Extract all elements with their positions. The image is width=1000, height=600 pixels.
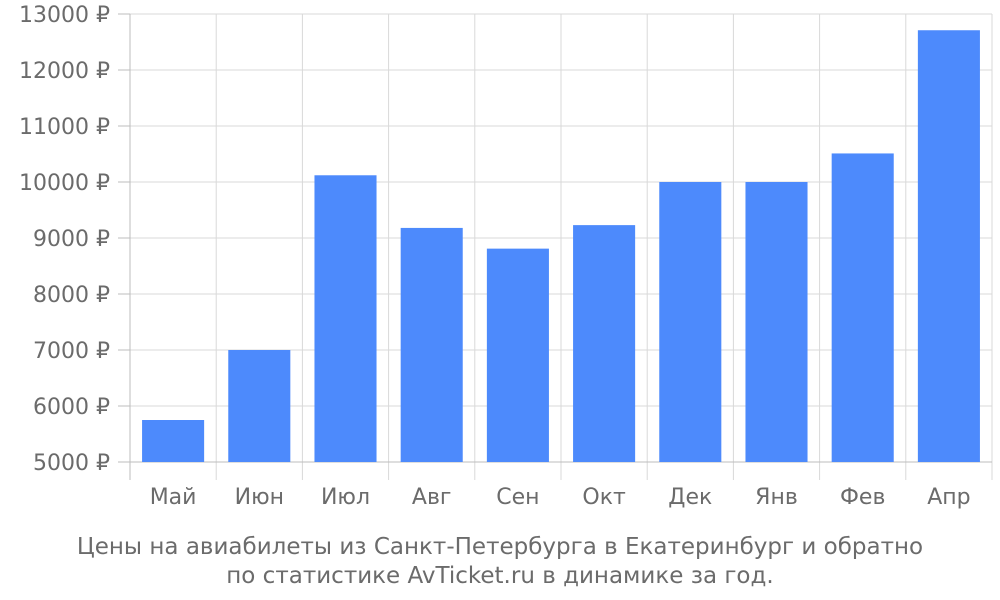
bar — [314, 175, 377, 462]
x-tick-label: Янв — [755, 485, 798, 510]
chart-caption-line-1: Цены на авиабилеты из Санкт-Петербурга в… — [76, 534, 924, 560]
x-tick-label: Окт — [582, 485, 626, 510]
x-tick-label: Июл — [321, 485, 370, 510]
x-tick-label: Май — [150, 485, 197, 510]
x-tick-label: Фев — [840, 485, 885, 510]
bar — [486, 248, 549, 462]
bar — [659, 182, 722, 462]
x-tick-label: Сен — [496, 485, 539, 510]
x-tick-label: Апр — [927, 485, 970, 510]
y-tick-label: 7000 ₽ — [33, 339, 110, 364]
y-tick-label: 8000 ₽ — [33, 283, 110, 308]
bar — [917, 30, 980, 463]
bar — [142, 420, 205, 462]
y-tick-label: 5000 ₽ — [33, 451, 110, 476]
bar — [228, 350, 291, 462]
bar — [831, 153, 894, 462]
x-tick-label: Дек — [668, 485, 712, 510]
y-tick-label: 6000 ₽ — [33, 395, 110, 420]
bar — [573, 225, 636, 462]
y-tick-label: 11000 ₽ — [19, 115, 110, 140]
y-tick-label: 12000 ₽ — [19, 59, 110, 84]
y-tick-label: 10000 ₽ — [19, 171, 110, 196]
chart-caption-line-2: по статистике AvTicket.ru в динамике за … — [226, 563, 774, 589]
bar — [400, 227, 463, 462]
y-tick-label: 13000 ₽ — [19, 3, 110, 28]
x-tick-label: Авг — [412, 485, 452, 510]
bar — [745, 182, 808, 462]
y-tick-label: 9000 ₽ — [33, 227, 110, 252]
x-tick-label: Июн — [235, 485, 284, 510]
